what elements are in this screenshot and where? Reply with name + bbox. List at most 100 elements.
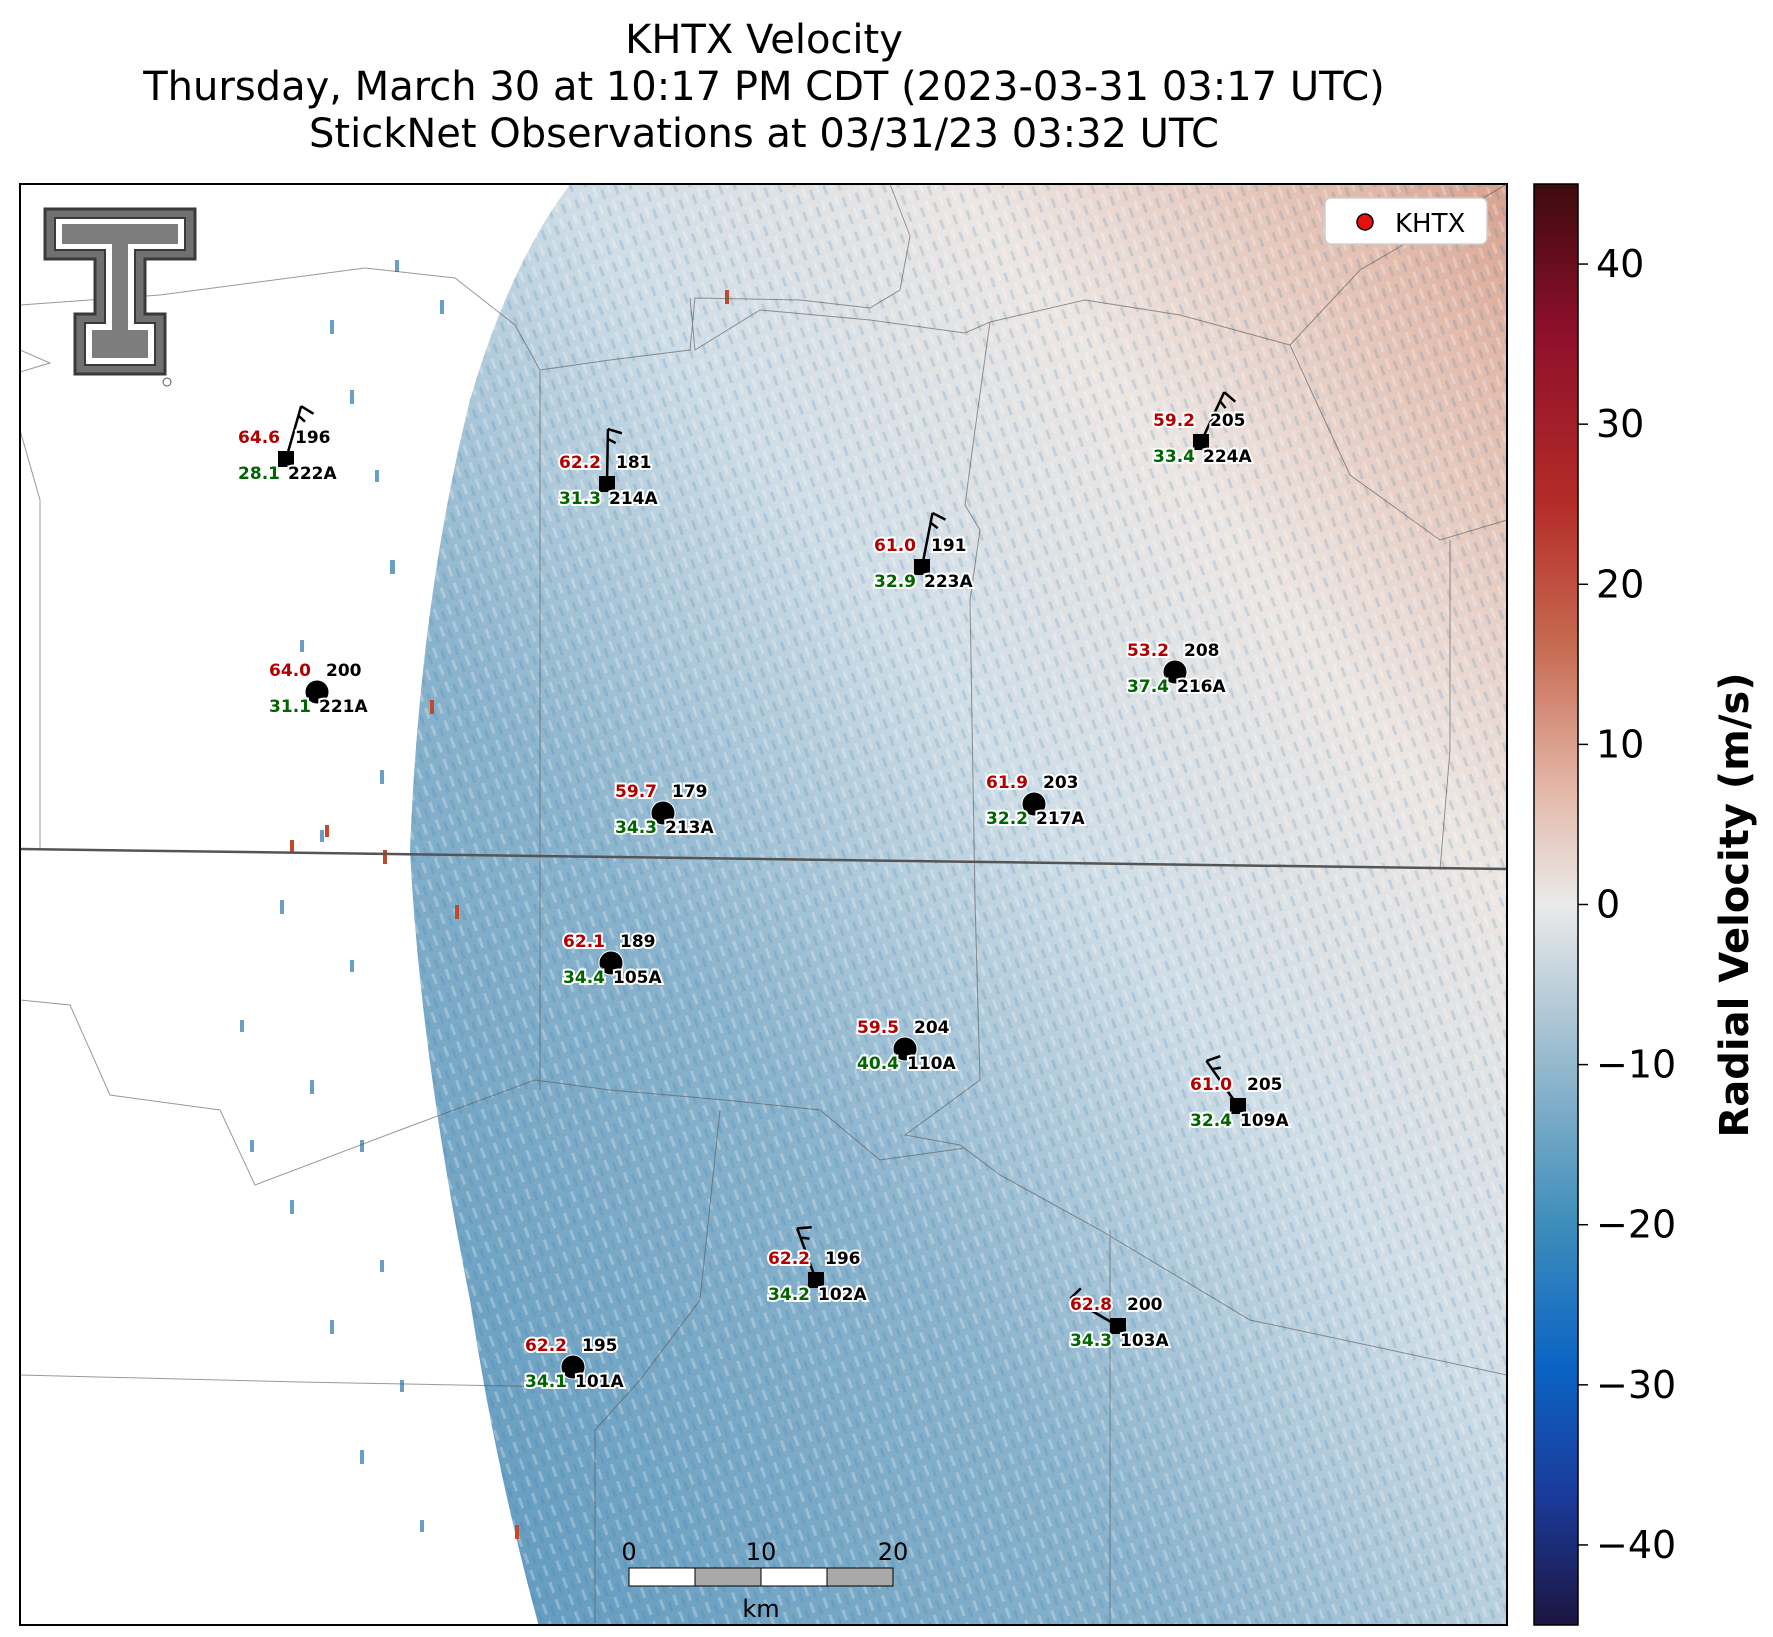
station-wind-direction: 179	[672, 782, 708, 802]
station-ring	[598, 950, 624, 976]
station-calm-circle-icon	[1022, 792, 1046, 816]
station-wind-direction: 203	[1043, 773, 1079, 793]
station-dewpoint: 31.3	[559, 489, 601, 509]
station-dewpoint: 32.2	[986, 809, 1028, 829]
station-id: 109A	[1240, 1111, 1289, 1131]
station-id: 224A	[1203, 447, 1252, 467]
station-dewpoint: 32.9	[874, 572, 916, 592]
station-id: 102A	[818, 1285, 867, 1305]
station-calm-circle-icon	[305, 680, 329, 704]
station-109a: 61.0 205 32.4 109A	[1188, 1055, 1291, 1133]
title-line-1: KHTX Velocity	[625, 17, 903, 63]
colorbar-label: Radial Velocity (m/s)	[1712, 672, 1758, 1137]
station-wind-direction: 205	[1247, 1075, 1283, 1095]
wind-barb-flag	[797, 1226, 812, 1230]
station-ring	[1162, 659, 1188, 685]
map-frame	[19, 183, 1508, 1626]
wind-barb-flag	[1069, 1287, 1082, 1300]
texas-tech-double-t-logo	[43, 207, 197, 387]
colorbar-tick-label: 10	[1596, 722, 1644, 766]
wind-barb-flag	[1219, 400, 1227, 409]
scattered-echoes	[240, 260, 444, 1532]
county-boundaries	[20, 184, 1507, 1625]
station-dewpoint: 31.1	[269, 697, 311, 717]
station-wind-direction: 189	[620, 932, 656, 952]
station-101a: 62.2 195 34.1 101A	[523, 1334, 626, 1394]
station-temperature: 59.2	[1153, 411, 1195, 431]
scale-tick-20: 20	[878, 1538, 909, 1566]
station-id: 214A	[609, 489, 658, 509]
station-dewpoint: 40.4	[857, 1054, 899, 1074]
station-temperature: 61.0	[1190, 1075, 1232, 1095]
stickNet-stations: 64.6 196 28.1 222A 62.2 181 31.3 214A 59.2 205 33.…	[236, 391, 1291, 1394]
station-dewpoint: 34.1	[525, 1372, 567, 1392]
wind-barb-flag	[1078, 1297, 1088, 1305]
wind-barb-shaft	[796, 1227, 818, 1281]
station-wind-direction: 200	[326, 661, 362, 681]
wind-barb-shaft	[605, 428, 610, 485]
wind-barb-flag	[297, 414, 306, 423]
station-dewpoint: 32.4	[1190, 1111, 1232, 1131]
station-dewpoint: 33.4	[1153, 447, 1195, 467]
station-temperature: 64.6	[238, 428, 280, 448]
station-224a: 59.2 205 33.4 224A	[1151, 391, 1254, 469]
station-wind-direction: 205	[1210, 411, 1246, 431]
wind-barb-shaft	[284, 405, 303, 460]
station-temperature: 64.0	[269, 661, 311, 681]
station-id: 105A	[613, 968, 662, 988]
station-110a: 59.5 204 40.4 110A	[855, 1016, 958, 1076]
station-calm-circle-icon	[561, 1355, 585, 1379]
station-id: 101A	[575, 1372, 624, 1392]
station-102a: 62.2 196 34.2 102A	[766, 1226, 869, 1307]
station-id: 217A	[1036, 809, 1085, 829]
state-boundary	[20, 847, 1507, 871]
station-id: 110A	[907, 1054, 956, 1074]
station-calm-circle-icon	[1163, 660, 1187, 684]
station-id: 216A	[1177, 677, 1226, 697]
station-216a: 53.2 208 37.4 216A	[1125, 639, 1228, 699]
legend-label: KHTX	[1395, 209, 1465, 239]
station-105a: 62.1 189 34.4 105A	[561, 930, 664, 990]
scale-tick-0: 0	[621, 1538, 636, 1566]
station-id: 221A	[319, 697, 368, 717]
station-temperature: 62.8	[1070, 1295, 1112, 1315]
station-temperature: 61.0	[874, 536, 916, 556]
station-temperature: 62.2	[768, 1249, 810, 1269]
wind-barb-flag	[607, 427, 623, 435]
station-213a: 59.7 179 34.3 213A	[613, 780, 716, 840]
station-temperature: 59.5	[857, 1018, 899, 1038]
station-103a: 62.8 200 34.3 103A	[1068, 1287, 1171, 1353]
station-221a: 64.0 200 31.1 221A	[267, 659, 370, 719]
wind-barb-flag	[300, 405, 315, 415]
wind-barb-shaft	[1205, 1060, 1240, 1107]
station-222a: 64.6 196 28.1 222A	[236, 405, 339, 486]
colorbar-tick-label: −30	[1596, 1363, 1676, 1407]
station-wind-direction: 195	[582, 1336, 618, 1356]
wind-barb-shaft	[1069, 1297, 1119, 1328]
colorbar-tick-label: −10	[1596, 1043, 1676, 1087]
station-id: 222A	[288, 464, 337, 484]
station-wind-direction: 204	[914, 1018, 950, 1038]
scale-bar: 0 10 20 km	[621, 1538, 908, 1623]
title-line-3: StickNet Observations at 03/31/23 03:32 …	[309, 111, 1219, 157]
scale-unit: km	[742, 1595, 779, 1623]
colorbar-tick-label: 40	[1596, 242, 1644, 286]
wind-barb-flag	[931, 511, 947, 521]
colorbar-tick-label: 20	[1596, 562, 1644, 606]
station-wind-direction: 196	[295, 428, 331, 448]
station-calm-circle-icon	[893, 1037, 917, 1061]
wind-barb-shaft	[920, 512, 934, 568]
station-calm-circle-icon	[599, 951, 623, 975]
station-id: 213A	[665, 818, 714, 838]
title-line-2: Thursday, March 30 at 10:17 PM CDT (2023…	[143, 64, 1385, 110]
station-214a: 62.2 181 31.3 214A	[557, 427, 660, 511]
station-wind-direction: 196	[825, 1249, 861, 1269]
scale-tick-10: 10	[746, 1538, 777, 1566]
station-dewpoint: 34.3	[1070, 1331, 1112, 1351]
scattered-echoes-red	[290, 290, 729, 1539]
station-ring	[560, 1354, 586, 1380]
station-223a: 61.0 191 32.9 223A	[872, 511, 975, 594]
station-temperature: 59.7	[615, 782, 657, 802]
wind-barb-flag	[1223, 391, 1237, 403]
